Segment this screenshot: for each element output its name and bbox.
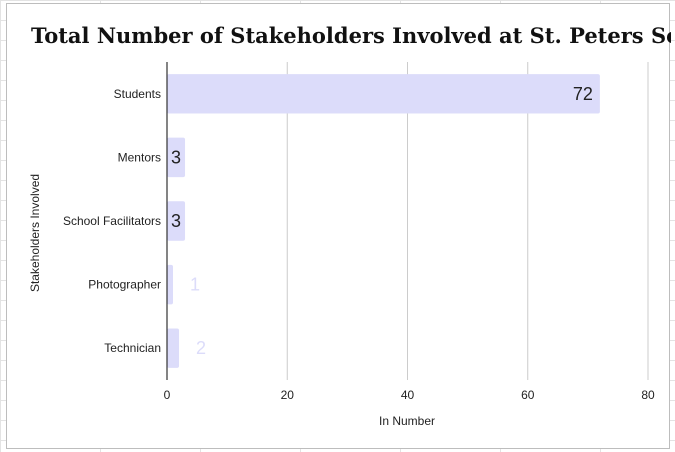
bar-photographer [167,264,174,305]
chart-frame: Total Number of Stakeholders Involved at… [6,3,671,449]
chart-title: Total Number of Stakeholders Involved at… [31,23,671,48]
category-labels: Students Mentors School Facilitators Photog… [63,87,161,355]
bar-technician [167,328,180,368]
category-label: School Facilitators [63,214,161,228]
data-label: 3 [171,147,181,167]
x-tick-label: 80 [641,388,655,402]
x-tick-label: 0 [164,388,171,402]
data-label: 1 [190,275,200,295]
category-label: Photographer [88,278,161,292]
category-label: Students [114,87,161,101]
data-labels: 72 3 3 1 2 [171,84,593,358]
x-axis-label: In Number [379,414,435,428]
data-label: 2 [196,338,206,358]
data-label: 72 [573,84,593,104]
x-tick-label: 40 [401,388,415,402]
bar-school-facilitators [167,201,186,241]
bars [167,74,600,368]
bar-chart: Total Number of Stakeholders Involved at… [28,23,671,428]
x-tick-labels: 0 20 40 60 80 [164,388,655,402]
bar-mentors [167,137,186,178]
x-tick-label: 20 [281,388,295,402]
category-label: Technician [104,341,161,355]
y-axis-label: Stakeholders Involved [28,174,42,292]
data-label: 3 [171,211,181,231]
grid-lines [286,62,649,380]
bar-students [167,74,600,114]
category-label: Mentors [118,150,161,164]
x-tick-label: 60 [521,388,535,402]
